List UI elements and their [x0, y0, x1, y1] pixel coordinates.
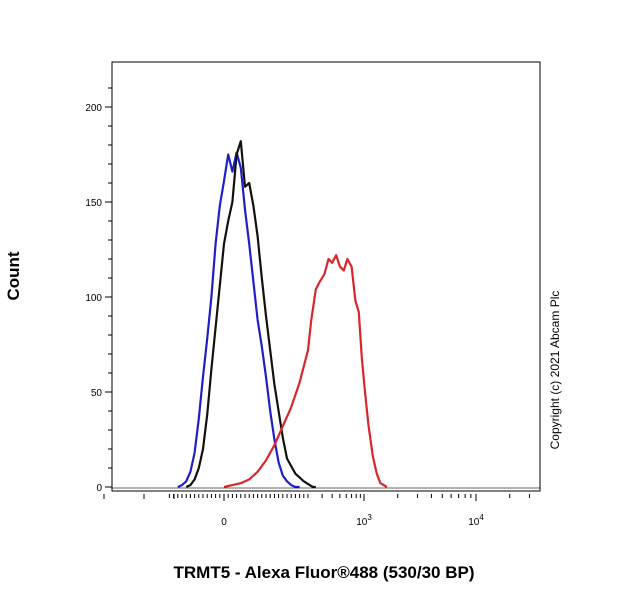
y-tick-label: 0 [96, 483, 102, 494]
plot-frame [111, 61, 541, 492]
y-tick-label: 50 [91, 388, 103, 399]
y-tick-label: 200 [85, 103, 102, 114]
x-tick-label: 104 [468, 513, 484, 528]
y-tick-label: 100 [85, 293, 102, 304]
copyright-text: Copyright (c) 2021 Abcam Plc [548, 291, 562, 450]
y-tick-label: 150 [85, 198, 102, 209]
y-axis: 0 50 100 150 200 [85, 87, 112, 494]
x-axis: 0 103 104 [103, 494, 530, 528]
series-layer [112, 140, 540, 489]
x-tick-label: 0 [221, 517, 227, 528]
series-line-2 [185, 140, 316, 489]
series-line-1 [177, 151, 300, 489]
x-axis-title: TRMT5 - Alexa Fluor®488 (530/30 BP) [174, 563, 475, 582]
y-axis-title: Count [4, 251, 23, 300]
series-line-3 [223, 254, 388, 489]
x-tick-label: 103 [356, 513, 372, 528]
